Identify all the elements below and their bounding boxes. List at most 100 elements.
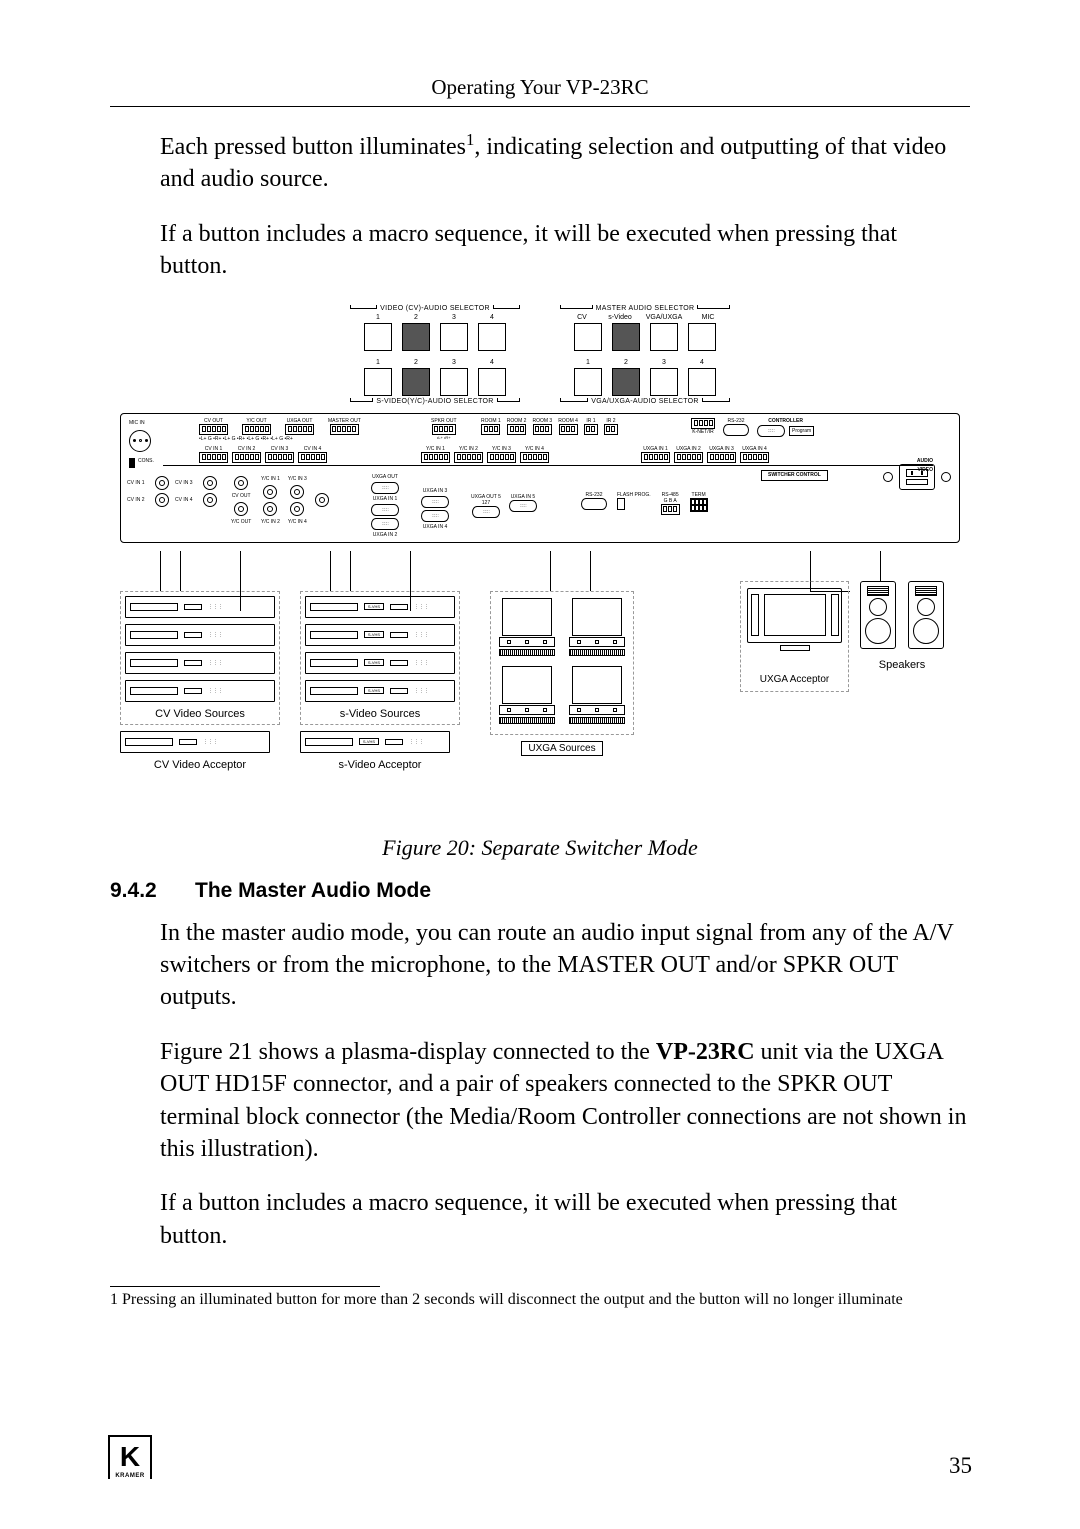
master-audio-selector: MASTER AUDIO SELECTOR CV s-Video VGA/UXG… xyxy=(560,305,730,351)
selector-button[interactable] xyxy=(574,323,602,351)
svideo-audio-selector: 1 2 3 4 S-VIDEO(Y/C)-AUDIO SELECTOR xyxy=(350,359,520,405)
rca-connector xyxy=(155,476,169,490)
footnote-text: 1 Pressing an illuminated button for mor… xyxy=(110,1291,970,1309)
svhs-device: S-VHS⋮⋮⋮ xyxy=(300,731,450,753)
screw-icon xyxy=(883,472,893,482)
rs232-port xyxy=(581,498,607,510)
vcr-device: ⋮⋮⋮ xyxy=(120,731,270,753)
figure-caption: Figure 20: Separate Switcher Mode xyxy=(110,835,970,861)
rca-connector xyxy=(155,493,169,507)
running-header: Operating Your VP-23RC xyxy=(110,75,970,100)
monitor-device xyxy=(497,666,557,728)
vcr-device: ⋮⋮⋮ xyxy=(125,680,275,702)
monitor-device xyxy=(497,598,557,660)
selector-button[interactable] xyxy=(440,323,468,351)
selector-button[interactable] xyxy=(650,368,678,396)
vga-sel-btns xyxy=(574,368,716,396)
logo-brand: KRAMER xyxy=(110,1473,150,1479)
rca-connector xyxy=(234,476,248,490)
svideo-connector xyxy=(234,502,248,516)
vga-audio-selector: 1 2 3 4 VGA/UXGA-AUDIO SELECTOR xyxy=(560,359,730,405)
p1-a: Each pressed button illuminates xyxy=(160,134,466,160)
svhs-device: S-VHS⋮⋮⋮ xyxy=(305,624,455,646)
selector-button[interactable] xyxy=(478,368,506,396)
power-switch-icon xyxy=(129,458,135,468)
svideo-sources-caption: s-Video Sources xyxy=(305,708,455,720)
selector-button[interactable] xyxy=(612,368,640,396)
svhs-device: S-VHS⋮⋮⋮ xyxy=(305,652,455,674)
vga-port: ∷∷∷ xyxy=(371,518,399,530)
selector-button[interactable] xyxy=(440,368,468,396)
selector-button[interactable] xyxy=(650,323,678,351)
flash-prog-switch xyxy=(617,498,625,510)
selector-button[interactable] xyxy=(402,323,430,351)
cv-sel-btns xyxy=(364,323,506,351)
uxga-sources-group xyxy=(490,591,634,735)
terminal-block xyxy=(199,424,228,435)
cv-audio-selector: VIDEO (CV)-AUDIO SELECTOR 1 2 3 4 xyxy=(350,305,520,351)
terminal-block xyxy=(559,424,578,435)
selector-button[interactable] xyxy=(574,368,602,396)
vga-port: ∷∷∷ xyxy=(509,500,537,512)
svideo-connector xyxy=(263,485,277,499)
vga-port: ∷∷∷ xyxy=(757,425,785,437)
vcr-device: ⋮⋮⋮ xyxy=(125,652,275,674)
paragraph-2: If a button includes a macro sequence, i… xyxy=(160,218,970,283)
cv-acceptor-caption: CV Video Acceptor xyxy=(120,759,280,771)
terminal-block xyxy=(330,424,359,435)
selector-row-top: VIDEO (CV)-AUDIO SELECTOR 1 2 3 4 xyxy=(350,305,730,351)
terminal-block xyxy=(507,424,526,435)
svid-sel-caption: S-VIDEO(Y/C)-AUDIO SELECTOR xyxy=(376,398,493,405)
cons-label: CONS. xyxy=(138,458,154,468)
selector-button[interactable] xyxy=(478,323,506,351)
selector-button[interactable] xyxy=(364,323,392,351)
cv-sources-group: ⋮⋮⋮ ⋮⋮⋮ ⋮⋮⋮ ⋮⋮⋮ CV Video Sources xyxy=(120,591,280,725)
master-sel-labels: CV s-Video VGA/UXGA MIC xyxy=(568,314,722,321)
terminal-block xyxy=(661,504,680,515)
figure-20: VIDEO (CV)-AUDIO SELECTOR 1 2 3 4 xyxy=(110,305,970,821)
svid-sel-btns xyxy=(364,368,506,396)
product-name-bold: VP-23RC xyxy=(656,1039,755,1065)
selector-button[interactable] xyxy=(364,368,392,396)
vga-sel-caption: VGA/UXGA-AUDIO SELECTOR xyxy=(591,398,699,405)
selector-button[interactable] xyxy=(688,323,716,351)
speaker-device xyxy=(908,581,944,649)
equipment-wiring: ⋮⋮⋮ ⋮⋮⋮ ⋮⋮⋮ ⋮⋮⋮ CV Video Sources ⋮⋮⋮ CV … xyxy=(120,551,960,821)
logo-letter: K xyxy=(120,1441,140,1473)
switcher-control-label: SWITCHER CONTROL xyxy=(768,473,821,479)
vga-port: ∷∷∷ xyxy=(421,510,449,522)
paragraph-3: In the master audio mode, you can route … xyxy=(160,917,970,1014)
audio-label: AUDIO xyxy=(163,458,933,464)
svid-sel-nums: 1 2 3 4 xyxy=(364,359,506,366)
dip-switch xyxy=(690,498,708,512)
terminal-block xyxy=(604,424,618,435)
vcr-device: ⋮⋮⋮ xyxy=(125,624,275,646)
selector-row-bottom: 1 2 3 4 S-VIDEO(Y/C)-AUDIO SELECTOR xyxy=(350,359,730,405)
rs232-port xyxy=(723,424,749,436)
speaker-device xyxy=(860,581,896,649)
kramer-logo: K KRAMER xyxy=(108,1435,152,1479)
svhs-device: S-VHS⋮⋮⋮ xyxy=(305,596,455,618)
selector-button[interactable] xyxy=(402,368,430,396)
selector-button[interactable] xyxy=(612,323,640,351)
master-sel-btns xyxy=(574,323,716,351)
rca-connector xyxy=(203,476,217,490)
section-heading: 9.4.2The Master Audio Mode xyxy=(110,879,970,903)
svideo-connector xyxy=(290,502,304,516)
tv-device xyxy=(747,588,842,668)
terminal-block xyxy=(691,418,715,429)
svideo-acceptor-caption: s-Video Acceptor xyxy=(300,759,460,771)
section-number: 9.4.2 xyxy=(110,879,195,903)
vga-port: ∷∷∷ xyxy=(371,482,399,494)
vga-sel-nums: 1 2 3 4 xyxy=(574,359,716,366)
section-title: The Master Audio Mode xyxy=(195,879,431,902)
svideo-connector xyxy=(315,493,329,507)
svhs-device: S-VHS⋮⋮⋮ xyxy=(305,680,455,702)
screw-icon xyxy=(941,472,951,482)
uxga-sources-caption: UXGA Sources xyxy=(521,741,602,756)
selector-button[interactable] xyxy=(688,368,716,396)
footnote-rule xyxy=(110,1286,380,1287)
vga-port: ∷∷∷ xyxy=(371,504,399,516)
svideo-sources-group: S-VHS⋮⋮⋮ S-VHS⋮⋮⋮ S-VHS⋮⋮⋮ S-VHS⋮⋮⋮ s-Vi… xyxy=(300,591,460,725)
vga-port: ∷∷∷ xyxy=(472,506,500,518)
